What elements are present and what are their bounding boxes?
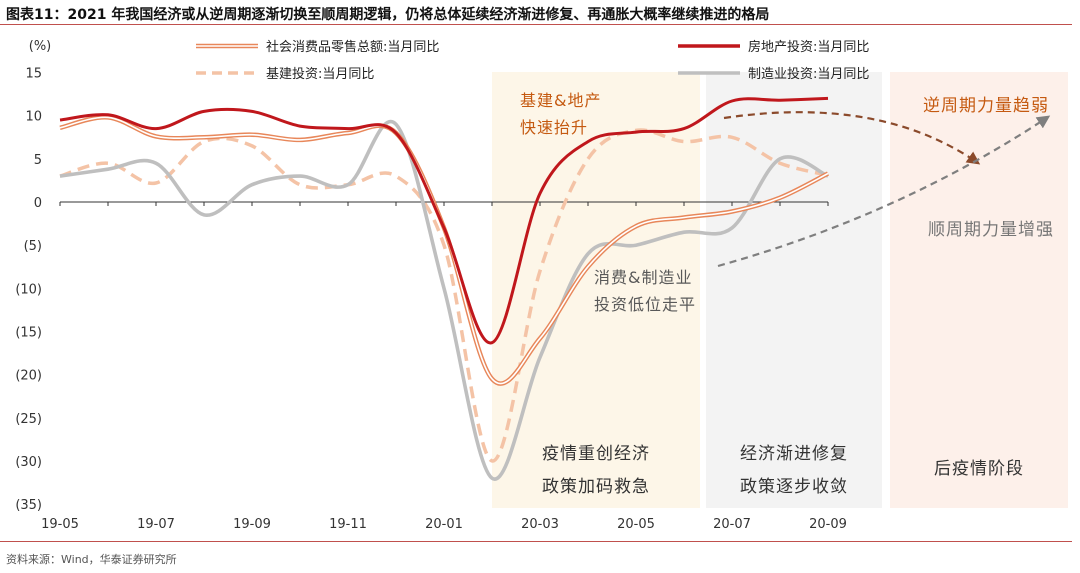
y-tick-label: 10	[25, 110, 42, 125]
phase-label: 政策逐步收敛	[740, 477, 848, 497]
phase-label: 经济渐进修复	[740, 444, 848, 464]
annotation-infra-property: 快速抬升	[520, 118, 588, 137]
axes: (%) 15 10 5 0 (5) (10) (15) (20) (25) (30) (35) 19-0…	[15, 39, 847, 532]
phase-label: 政策加码救急	[542, 477, 650, 497]
phase-label: 后疫情阶段	[934, 459, 1024, 479]
y-tick-label: (10)	[15, 282, 42, 297]
phase-label: 疫情重创经济	[542, 444, 650, 464]
y-tick-label: (5)	[24, 239, 42, 254]
legend-label: 社会消费品零售总额:当月同比	[266, 39, 439, 55]
phase-band	[492, 72, 700, 508]
source-divider	[0, 541, 1072, 542]
x-tick-label: 20-07	[713, 517, 751, 532]
y-tick-label: (30)	[15, 455, 42, 470]
phase-band	[890, 72, 1068, 508]
chart-title: 图表11：2021 年我国经济或从逆周期逐渐切换至顺周期逻辑，仍将总体延续经济渐…	[6, 7, 770, 23]
phase-band	[706, 72, 882, 508]
x-tick-label: 19-09	[233, 517, 271, 532]
y-tick-label: (35)	[15, 498, 42, 513]
legend-label: 房地产投资:当月同比	[748, 39, 869, 55]
annotation-infra-property: 基建&地产	[520, 91, 601, 110]
annotation-pro-cyclical: 顺周期力量增强	[928, 220, 1054, 240]
x-tick-label: 19-07	[137, 517, 175, 532]
x-tick-label: 20-05	[617, 517, 655, 532]
y-tick-label: 5	[34, 153, 42, 168]
x-tick-label: 20-03	[521, 517, 559, 532]
y-tick-label: 15	[25, 67, 42, 82]
x-tick-label: 19-05	[41, 517, 79, 532]
counter-cyclical-arrow	[723, 111, 981, 165]
y-tick-label: 0	[34, 196, 42, 211]
y-tick-label: (25)	[15, 412, 42, 427]
y-tick-label: (15)	[15, 325, 42, 340]
annotation-consumption-mfg: 投资低位走平	[594, 295, 696, 314]
source-note: 资料来源：Wind，华泰证券研究所	[6, 553, 177, 566]
pro-cyclical-arrow	[717, 115, 1051, 268]
series-line	[59, 128, 829, 463]
annotation-consumption-mfg: 消费&制造业	[594, 268, 692, 287]
x-tick-label: 20-01	[425, 517, 463, 532]
series-line	[59, 96, 829, 345]
series-line	[59, 119, 829, 481]
annotation-counter-cyclical: 逆周期力量趋弱	[923, 96, 1049, 116]
x-tick-label: 20-09	[809, 517, 847, 532]
series-lines	[59, 96, 830, 481]
legend-label: 基建投资:当月同比	[266, 66, 374, 82]
y-unit-label: (%)	[29, 39, 52, 54]
legend-label: 制造业投资:当月同比	[748, 66, 869, 82]
x-tick-label: 19-11	[329, 517, 367, 532]
title-divider	[0, 24, 1072, 25]
y-tick-label: (20)	[15, 369, 42, 384]
